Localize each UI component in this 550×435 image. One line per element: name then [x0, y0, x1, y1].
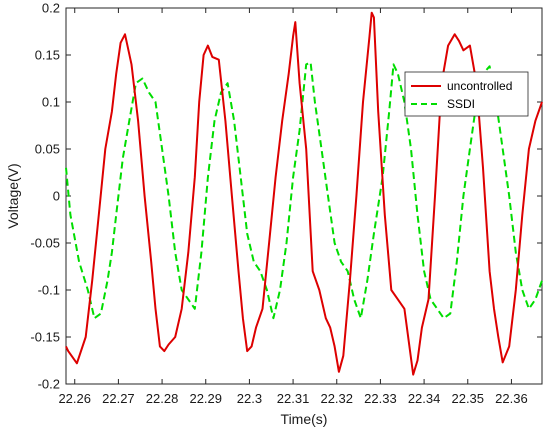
x-tick-label: 22.32: [320, 391, 353, 406]
y-tick-label: -0.1: [38, 283, 60, 298]
x-tick-label: 22.3: [237, 391, 262, 406]
x-tick-label: 22.35: [451, 391, 484, 406]
legend: uncontrolled SSDI: [404, 71, 529, 117]
y-tick-label: -0.15: [30, 330, 60, 345]
y-tick-label: 0.05: [35, 142, 60, 157]
y-axis-ticks: -0.2 -0.15 -0.1 -0.05 0 0.05 0.1 0.15 0.2: [30, 1, 542, 392]
x-tick-label: 22.33: [364, 391, 397, 406]
legend-label-uncontrolled: uncontrolled: [447, 79, 512, 93]
x-tick-label: 22.31: [277, 391, 310, 406]
y-tick-label: -0.05: [30, 236, 60, 251]
x-tick-label: 22.28: [146, 391, 179, 406]
plot-area: [65, 7, 543, 385]
y-tick-label: 0.2: [42, 1, 60, 16]
x-tick-label: 22.34: [408, 391, 441, 406]
x-tick-label: 22.26: [58, 391, 91, 406]
y-tick-label: 0: [53, 189, 60, 204]
x-tick-label: 22.27: [102, 391, 135, 406]
series-line-ssdi: [65, 61, 543, 320]
legend-box: [404, 71, 529, 117]
x-axis-label: Time(s): [281, 411, 328, 427]
series-layer: [65, 11, 543, 376]
x-tick-label: 22.36: [495, 391, 528, 406]
y-axis-label: Voltage(V): [5, 163, 21, 228]
y-tick-label: 0.15: [35, 48, 60, 63]
legend-label-ssdi: SSDI: [447, 97, 475, 111]
y-tick-label: -0.2: [38, 377, 60, 392]
series-line-uncontrolled: [65, 11, 543, 376]
x-axis-ticks: 22.26 22.27 22.28 22.29 22.3 22.31 22.32 22.33 2…: [58, 8, 528, 406]
x-tick-label: 22.29: [189, 391, 222, 406]
y-tick-label: 0.1: [42, 95, 60, 110]
